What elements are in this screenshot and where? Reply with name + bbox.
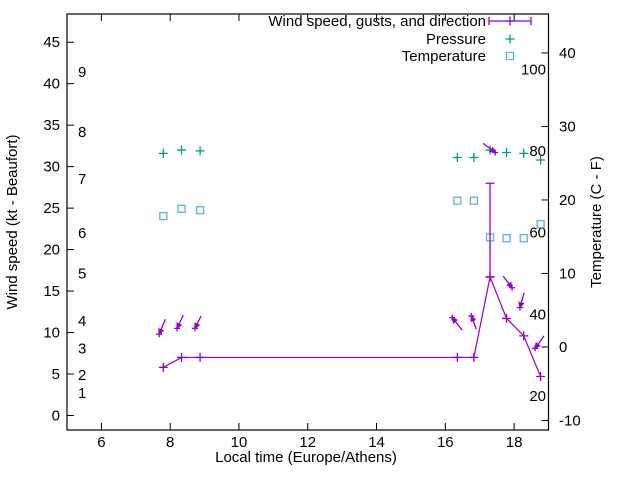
wind-direction-arrow-tip-marker xyxy=(509,284,516,291)
kt-tick-label: 5 xyxy=(52,366,60,383)
pressure-point xyxy=(519,148,529,158)
kt-tick-label: 40 xyxy=(43,76,60,93)
wind-direction-arrow xyxy=(451,316,463,331)
temperature-point xyxy=(177,204,186,213)
pressure-point xyxy=(195,146,205,156)
temperature-point xyxy=(536,220,545,229)
wind-direction-arrow xyxy=(176,314,184,330)
wind-point xyxy=(519,331,529,341)
fahrenheit-label: 80 xyxy=(529,143,546,160)
kt-tick-label: 45 xyxy=(43,34,60,51)
wind-direction-arrow xyxy=(518,292,525,310)
temperature-point xyxy=(502,234,511,243)
kt-tick-label: 30 xyxy=(43,159,60,176)
beaufort-label: 4 xyxy=(78,313,86,330)
wind-point xyxy=(469,352,479,362)
temperature-point xyxy=(159,211,168,221)
kt-tick-label: 10 xyxy=(43,325,60,342)
wind-direction-arrow-tip-marker xyxy=(532,345,539,352)
wind-direction-arrow-tip-marker xyxy=(468,312,475,319)
x-tick-label: 14 xyxy=(368,434,385,451)
wind-direction-arrow-tip-marker xyxy=(516,304,523,311)
wind-direction-arrow-tip-marker xyxy=(492,149,499,156)
x-tick-label: 12 xyxy=(299,434,316,451)
temperature-point xyxy=(469,196,479,205)
temperature-point xyxy=(519,234,528,243)
beaufort-label: 8 xyxy=(78,124,86,141)
beaufort-label: 2 xyxy=(78,367,86,384)
wind-direction-arrow-tip-marker xyxy=(191,325,198,332)
kt-tick-label: 25 xyxy=(43,200,60,217)
kt-tick-label: 35 xyxy=(43,117,60,134)
temperature-point xyxy=(195,206,205,215)
x-tick-label: 16 xyxy=(437,434,454,451)
x-tick-label: 6 xyxy=(97,434,105,451)
wind-direction-arrow-tip-marker xyxy=(449,314,456,321)
legend-sample-wind-marker xyxy=(505,16,515,26)
wind-direction-arrow-tip-marker xyxy=(174,325,181,332)
wind-point xyxy=(452,352,462,362)
wind-point xyxy=(502,313,512,323)
c-tick-label: 40 xyxy=(559,45,576,62)
x-axis-title: Local time (Europe/Athens) xyxy=(215,449,397,466)
c-tick-label: 30 xyxy=(559,118,576,135)
left-axis-title: Wind speed (kt - Beaufort) xyxy=(4,134,21,309)
beaufort-label: 9 xyxy=(78,64,86,81)
kt-tick-label: 15 xyxy=(43,283,60,300)
fahrenheit-label: 40 xyxy=(529,306,546,323)
kt-tick-label: 20 xyxy=(43,242,60,259)
pressure-point xyxy=(469,153,479,163)
wind-point xyxy=(177,352,187,362)
temperature-point xyxy=(453,196,462,205)
legend-sample-pressure-marker xyxy=(505,34,515,44)
legend-sample-temperature-marker xyxy=(505,51,515,61)
x-tick-label: 8 xyxy=(166,434,174,451)
beaufort-label: 7 xyxy=(78,171,86,188)
pressure-point xyxy=(536,155,546,165)
legend-label: Pressure xyxy=(426,31,486,48)
beaufort-label: 3 xyxy=(78,340,86,357)
axes: 6 8 10 12 14 16 18051015202530354045-100102030… xyxy=(4,14,605,466)
pressure-point xyxy=(177,145,187,155)
wind-direction-arrow xyxy=(534,335,545,350)
right-axis-title: Temperature (C - F) xyxy=(588,156,605,288)
c-tick-label: 0 xyxy=(559,339,567,356)
wind-direction-arrow xyxy=(194,315,202,330)
beaufort-label: 5 xyxy=(78,266,86,283)
x-tick-label: 18 xyxy=(506,434,523,451)
c-tick-label: -10 xyxy=(559,412,581,429)
wind-direction-arrow xyxy=(158,319,166,336)
c-tick-label: 20 xyxy=(559,192,576,209)
pressure-point xyxy=(502,148,512,158)
wind-direction-arrow xyxy=(482,142,497,154)
fahrenheit-label: 100 xyxy=(521,61,546,78)
fahrenheit-label: 20 xyxy=(529,388,546,405)
beaufort-label: 1 xyxy=(78,385,86,402)
legend: Wind speed, gusts, and directionPressure… xyxy=(268,13,532,65)
wind-point xyxy=(195,352,205,362)
kt-tick-label: 0 xyxy=(52,407,60,424)
fahrenheit-label: 60 xyxy=(529,225,546,242)
wind-point xyxy=(158,362,168,372)
beaufort-label: 6 xyxy=(78,225,86,242)
x-tick-label: 10 xyxy=(231,434,248,451)
wind-direction-arrow xyxy=(470,314,477,330)
wind-series xyxy=(156,142,546,381)
c-tick-label: 10 xyxy=(559,265,576,282)
pressure-point xyxy=(452,153,462,163)
wind-direction-arrow-tip-marker xyxy=(156,331,163,338)
wind-point xyxy=(485,272,495,282)
wind-point xyxy=(536,371,546,381)
wind-direction-arrow xyxy=(502,275,513,289)
pressure-point xyxy=(158,148,168,158)
legend-label: Temperature xyxy=(402,48,486,65)
legend-label: Wind speed, gusts, and direction xyxy=(268,13,486,30)
